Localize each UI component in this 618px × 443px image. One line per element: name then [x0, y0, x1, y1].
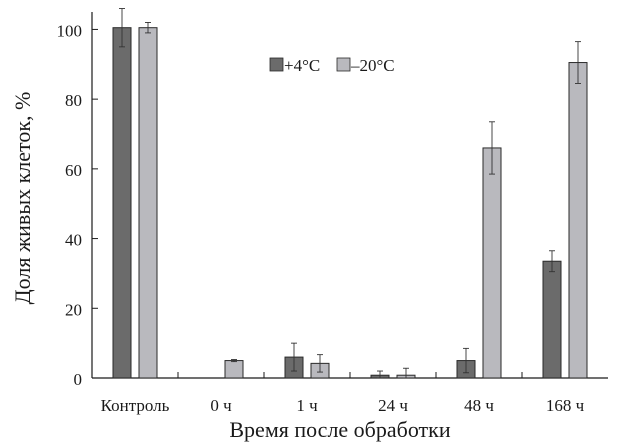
legend-label-minus20: –20°C [350, 56, 395, 75]
legend-swatch-minus20 [336, 57, 351, 72]
y-tick-label: 80 [65, 91, 82, 110]
y-tick-label: 20 [65, 300, 82, 319]
y-axis-title: Доля живых клеток, % [10, 92, 35, 305]
x-tick-label: 1 ч [296, 396, 318, 415]
legend-swatch-plus4 [269, 57, 284, 72]
y-tick-label: 100 [57, 21, 83, 40]
x-tick-label: 48 ч [464, 396, 494, 415]
bar [542, 260, 562, 379]
y-tick-label: 40 [65, 231, 82, 250]
bar [568, 62, 588, 379]
y-tick-label: 0 [74, 370, 83, 389]
legend-label-plus4: +4°C [284, 56, 320, 75]
bar [224, 360, 244, 379]
bar [482, 147, 502, 379]
bar [138, 27, 158, 379]
x-axis-title: Время после обработки [229, 417, 450, 442]
x-tick-label: Контроль [101, 396, 170, 415]
bar [112, 27, 132, 379]
legend: +4°C –20°C [269, 56, 395, 75]
x-tick-label: 0 ч [210, 396, 232, 415]
y-tick-label: 60 [65, 161, 82, 180]
x-tick-label: 24 ч [378, 396, 408, 415]
x-tick-label: 168 ч [546, 396, 585, 415]
